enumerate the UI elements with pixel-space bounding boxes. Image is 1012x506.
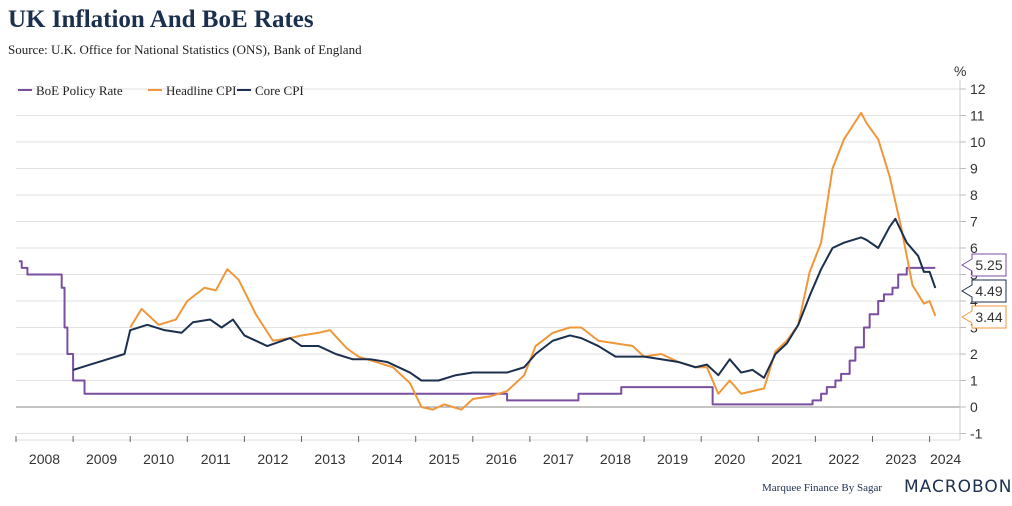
x-tick-label: 2017	[543, 451, 574, 467]
x-tick-label: 2020	[714, 451, 745, 467]
x-tick-label: 2009	[86, 451, 117, 467]
legend-label: Core CPI	[255, 83, 304, 98]
y-tick-label: 11	[970, 108, 985, 124]
y-tick-label: 0	[970, 399, 978, 415]
x-tick-label: 2012	[257, 451, 288, 467]
chart-title: UK Inflation And BoE Rates	[8, 6, 314, 33]
x-tick-label: 2018	[600, 451, 631, 467]
y-tick-label: 2	[970, 346, 978, 362]
y-tick-label: -1	[970, 426, 983, 442]
y-tick-label: 9	[970, 161, 978, 177]
footer-credit: Marquee Finance By Sagar	[762, 482, 883, 494]
x-tick-label: 2016	[486, 451, 517, 467]
chart-subtitle: Source: U.K. Office for National Statist…	[8, 42, 362, 57]
last-value-label: 3.44	[975, 309, 1002, 325]
series-line-boe-policy-rate	[18, 260, 936, 406]
y-tick-label: 12	[970, 81, 986, 97]
x-tick-label: 2011	[201, 451, 231, 467]
legend-label: Headline CPI	[166, 83, 236, 98]
last-value-label-box	[961, 279, 1007, 303]
y-tick-label: 1	[970, 373, 978, 389]
y-axis-label: %	[954, 63, 966, 79]
x-tick-label: 2021	[771, 451, 802, 467]
x-tick-label: 2014	[372, 451, 403, 467]
series-line-core-cpi	[72, 217, 937, 382]
last-value-label-box	[961, 305, 1007, 329]
x-tick-label: 2013	[314, 451, 345, 467]
x-tick-label: 2015	[429, 451, 460, 467]
series-line-headline-cpi	[129, 111, 937, 411]
y-tick-label: 10	[970, 134, 986, 150]
x-tick-label: 2022	[828, 451, 859, 467]
last-value-label: 4.49	[975, 283, 1002, 299]
y-tick-label: 7	[970, 214, 978, 230]
x-tick-label: 2008	[29, 451, 60, 467]
legend-label: BoE Policy Rate	[36, 83, 123, 98]
macrobond-logo: MACROBOND	[904, 477, 1012, 497]
x-tick-label: 2024	[930, 451, 961, 467]
y-tick-label: 6	[970, 240, 978, 256]
x-tick-label: 2010	[143, 451, 174, 467]
x-tick-label: 2019	[657, 451, 688, 467]
x-tick-label: 2023	[885, 451, 916, 467]
last-value-label: 5.25	[975, 257, 1002, 273]
y-tick-label: 8	[970, 187, 978, 203]
last-value-label-box	[961, 253, 1007, 277]
